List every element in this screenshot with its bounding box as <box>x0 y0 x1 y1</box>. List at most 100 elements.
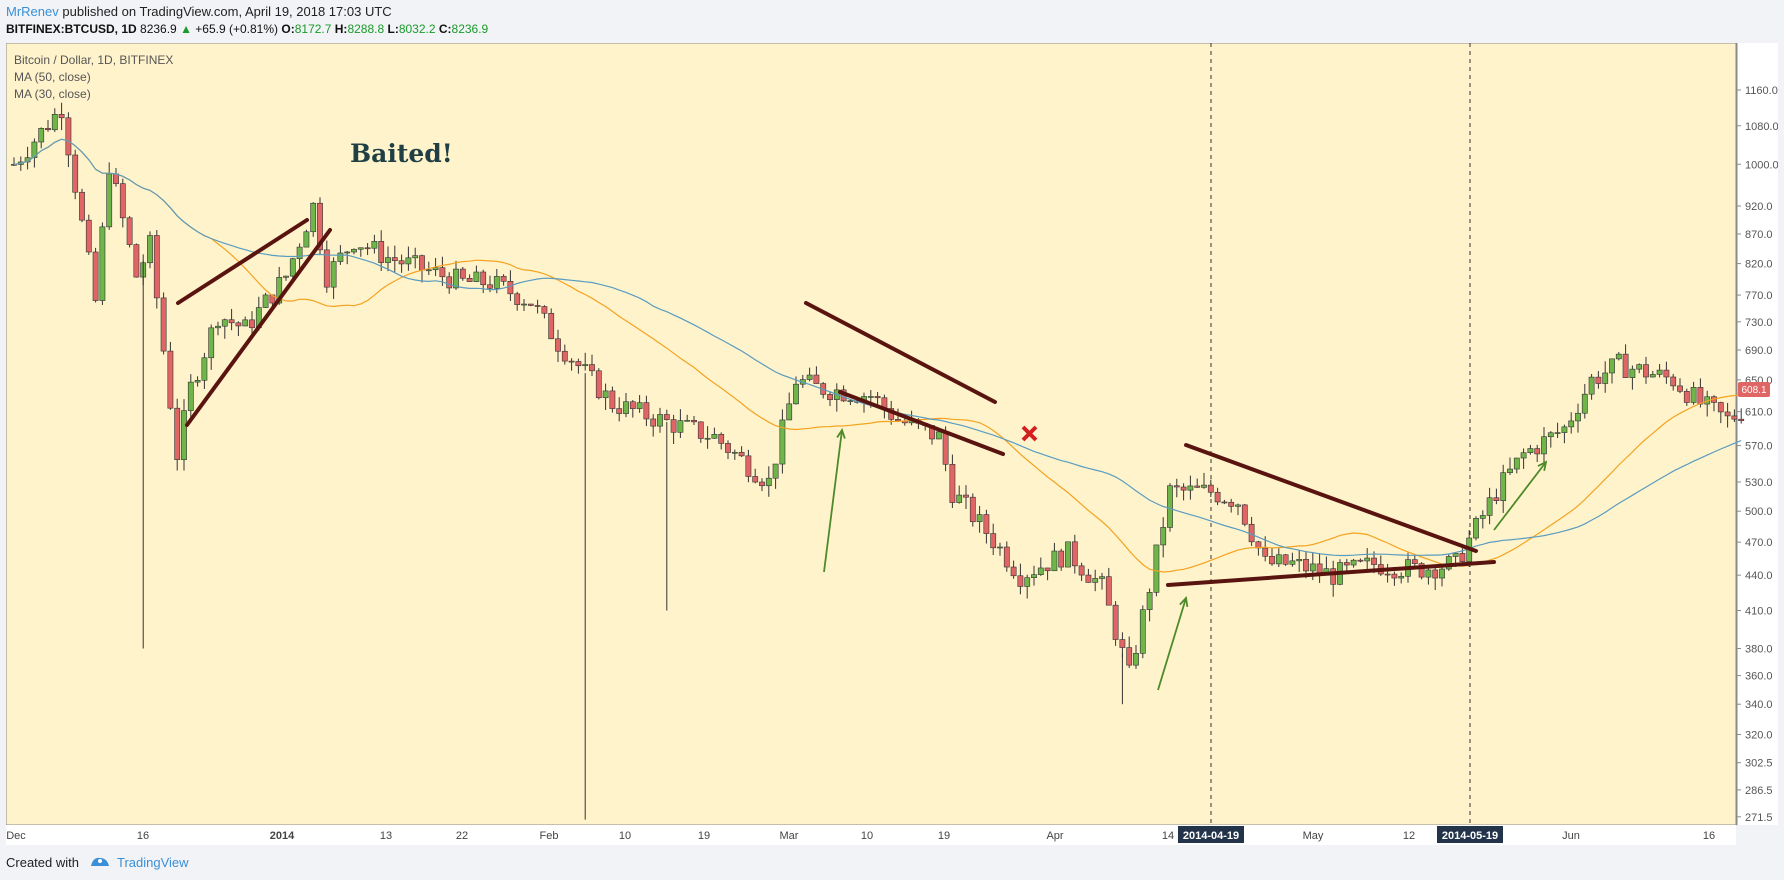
y-tick-label: 690.0 <box>1745 345 1773 357</box>
close-value: 8236.9 <box>451 22 489 36</box>
candle-body <box>1139 609 1146 654</box>
candle-body <box>711 434 718 439</box>
candle-body <box>79 191 85 221</box>
candle-body <box>1017 575 1024 587</box>
candle-body <box>126 217 133 245</box>
candle-body <box>793 383 799 405</box>
candle-body <box>1615 353 1622 360</box>
arrow-up-icon[interactable] <box>1157 597 1187 691</box>
price-chart[interactable]: 1160.0 1080.0 1000.0 920.0 870.0 820.0 770.0 73… <box>6 43 1778 845</box>
candle-body <box>976 514 983 523</box>
candle-body <box>1507 468 1513 473</box>
candle-body <box>412 255 419 259</box>
arrow-up-icon[interactable] <box>823 429 843 573</box>
trendline[interactable] <box>838 390 1005 456</box>
chart-pane[interactable] <box>6 43 1737 826</box>
candle-body <box>1235 504 1241 507</box>
candle-body <box>1262 547 1269 557</box>
date-marker-label: 2014-04-19 <box>1183 830 1239 842</box>
x-tick-label: 19 <box>938 830 950 842</box>
candle-body <box>1677 385 1683 392</box>
candle-body <box>432 267 439 271</box>
candle-body <box>1445 556 1452 570</box>
candle-body <box>1690 387 1697 403</box>
candle-body <box>160 297 167 352</box>
y-tick-label: 870.0 <box>1745 229 1773 241</box>
trendline[interactable] <box>1184 443 1478 553</box>
candle-body <box>765 477 772 487</box>
trendline[interactable] <box>1166 560 1496 587</box>
candle-body <box>589 364 595 372</box>
candle-body <box>867 396 874 398</box>
candle-body <box>289 258 296 277</box>
candle-body <box>779 419 786 465</box>
y-tick-label: 500.0 <box>1745 506 1773 518</box>
y-tick-label: 320.0 <box>1745 730 1773 742</box>
last-price-badge: 608.1 <box>1738 382 1770 397</box>
candle-body <box>1724 411 1731 417</box>
arrow-head-icon <box>1537 460 1548 471</box>
candle-body <box>990 533 997 549</box>
y-tick-label: 570.0 <box>1745 441 1773 453</box>
candle-body <box>439 267 446 278</box>
candle-body <box>1037 567 1044 575</box>
author-link[interactable]: MrRenev <box>6 4 59 19</box>
candle-body <box>405 257 412 265</box>
candle-body <box>1364 557 1371 562</box>
legend-title: Bitcoin / Dollar, 1D, BITFINEX <box>14 53 173 67</box>
candle-body <box>323 249 330 288</box>
candle-body <box>65 117 72 156</box>
x-tick-label: 16 <box>137 830 149 842</box>
time-axis[interactable] <box>6 825 1736 845</box>
candle-body <box>1133 653 1139 666</box>
up-arrow-icon: ▲ <box>180 22 192 36</box>
x-tick-label: 10 <box>861 830 873 842</box>
candle-body <box>969 496 976 523</box>
date-marker-label: 2014-05-19 <box>1442 830 1498 842</box>
candle-body <box>398 260 405 265</box>
candle-body <box>1167 485 1173 528</box>
arrow-up-icon[interactable] <box>1493 461 1547 531</box>
tradingview-link[interactable]: TradingView <box>116 855 189 870</box>
candle-body <box>1683 391 1690 403</box>
close-label: C: <box>438 22 452 36</box>
candle-body <box>1282 554 1289 565</box>
candle-body <box>745 455 752 477</box>
candle-body <box>1534 448 1541 455</box>
candle-body <box>1411 559 1418 564</box>
price-axis[interactable] <box>1737 43 1778 825</box>
candle-body <box>1554 432 1561 434</box>
candle-body <box>1126 647 1133 666</box>
candle-body <box>58 114 65 119</box>
candle-body <box>1575 412 1581 422</box>
candle-body <box>1398 575 1405 579</box>
candle-body <box>1588 376 1595 395</box>
trendline[interactable] <box>804 301 997 404</box>
y-tick-label: 530.0 <box>1745 477 1773 489</box>
trendline[interactable] <box>185 228 332 427</box>
candle-body <box>303 231 310 248</box>
candle-body <box>1473 518 1479 539</box>
symbol-label: BITFINEX:BTCUSD, 1D <box>6 22 137 36</box>
candle-body <box>51 114 58 131</box>
candle-body <box>1371 557 1377 565</box>
candle-body <box>38 128 45 143</box>
candle-body <box>956 494 963 503</box>
candle-body <box>1003 546 1010 568</box>
candle-body <box>181 410 187 460</box>
trendline[interactable] <box>176 218 309 305</box>
y-tick-label: 271.5 <box>1745 812 1773 824</box>
candle-body <box>983 514 990 534</box>
candle-body <box>1010 566 1017 577</box>
candle-body <box>752 476 759 483</box>
change-value: +65.9 (+0.81%) <box>195 22 279 36</box>
candle-body <box>1663 369 1670 378</box>
candle-body <box>942 431 949 465</box>
candle-body <box>493 276 500 289</box>
candle-body <box>895 419 901 422</box>
y-tick-label: 1000.0 <box>1745 159 1778 171</box>
candle-body <box>514 293 521 305</box>
x-tick-label: 2014 <box>270 830 295 842</box>
y-tick-label: 360.0 <box>1745 671 1773 683</box>
candle-body <box>1071 541 1078 567</box>
